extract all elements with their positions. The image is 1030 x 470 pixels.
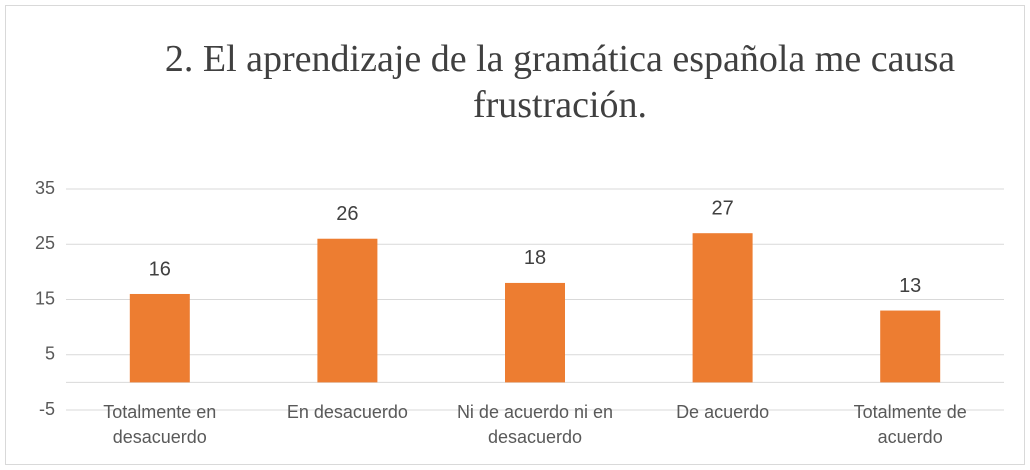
- y-tick-label: -5: [39, 399, 55, 419]
- x-tick-label: Totalmente de acuerdo: [853, 402, 967, 447]
- chart-title: 2. El aprendizaje de la gramática españo…: [164, 38, 956, 126]
- value-label: 16: [149, 258, 171, 280]
- bar: [317, 238, 378, 383]
- bar: [692, 233, 753, 383]
- x-tick-label: Totalmente en desacuerdo: [103, 402, 217, 447]
- x-tick-label: De acuerdo: [676, 402, 770, 422]
- x-tick-label: En desacuerdo: [286, 402, 408, 422]
- chart-border: [5, 5, 1025, 465]
- x-tick-label: Ni de acuerdo ni en desacuerdo: [456, 402, 614, 447]
- y-tick-label: 25: [35, 233, 55, 253]
- bar: [505, 282, 565, 383]
- value-label: 27: [711, 197, 733, 219]
- y-tick-label: 15: [35, 288, 55, 308]
- y-tick-label: 35: [35, 178, 55, 198]
- value-label: 13: [899, 275, 921, 297]
- bar: [880, 310, 941, 383]
- y-tick-label: 5: [45, 344, 55, 364]
- value-label: 26: [336, 203, 358, 225]
- bar: [129, 293, 190, 383]
- value-label: 18: [524, 247, 546, 269]
